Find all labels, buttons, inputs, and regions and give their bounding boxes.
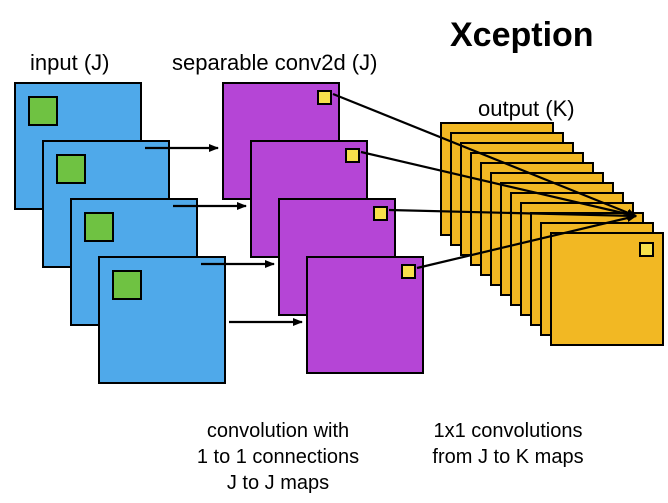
sep-filter xyxy=(317,90,332,105)
conv-caption-line: convolution with xyxy=(168,418,388,444)
diagram-title: Xception xyxy=(450,16,594,55)
output-card xyxy=(550,232,664,346)
input-filter xyxy=(84,212,114,242)
onebyone-caption: 1x1 convolutionsfrom J to K maps xyxy=(398,418,618,470)
sep-filter xyxy=(373,206,388,221)
output-label: output (K) xyxy=(478,96,575,122)
sep-filter xyxy=(401,264,416,279)
onebyone-caption-line: 1x1 convolutions xyxy=(398,418,618,444)
conv-caption-line: J to J maps xyxy=(168,470,388,496)
input-label: input (J) xyxy=(30,50,109,76)
sep-label: separable conv2d (J) xyxy=(172,50,377,76)
sep-card xyxy=(306,256,424,374)
sep-filter xyxy=(345,148,360,163)
output-filter xyxy=(639,242,654,257)
input-filter xyxy=(112,270,142,300)
input-filter xyxy=(56,154,86,184)
input-card xyxy=(98,256,226,384)
conv-caption-line: 1 to 1 connections xyxy=(168,444,388,470)
input-filter xyxy=(28,96,58,126)
conv-caption: convolution with1 to 1 connectionsJ to J… xyxy=(168,418,388,496)
onebyone-caption-line: from J to K maps xyxy=(398,444,618,470)
